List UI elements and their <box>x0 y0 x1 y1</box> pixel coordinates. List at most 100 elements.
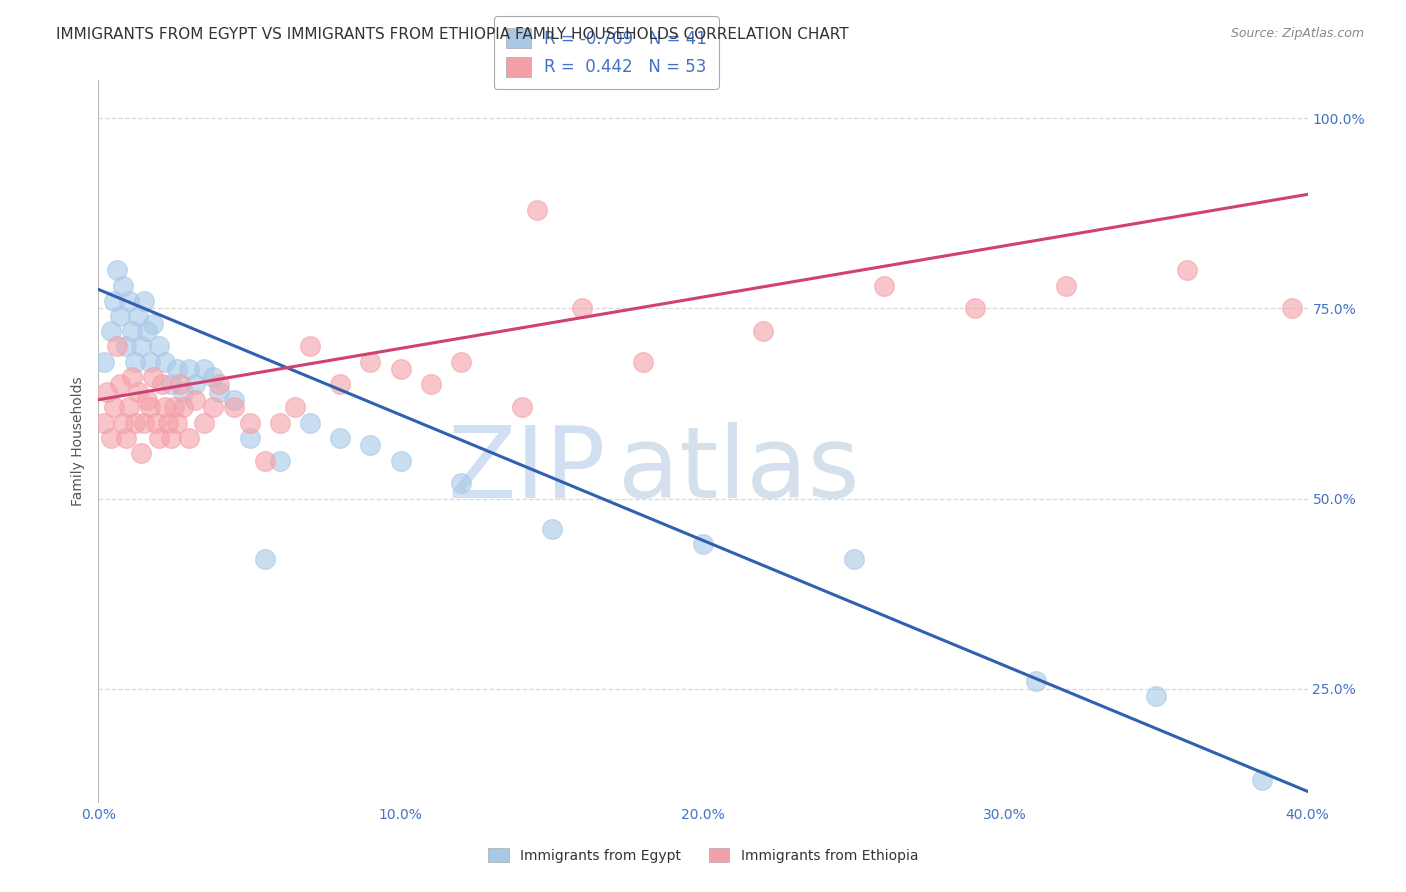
Point <box>118 293 141 308</box>
Point <box>510 401 533 415</box>
Point <box>202 401 225 415</box>
Point <box>389 362 412 376</box>
Point <box>132 293 155 308</box>
Y-axis label: Family Households: Family Households <box>70 376 84 507</box>
Point <box>114 339 136 353</box>
Point <box>253 552 276 566</box>
Point <box>127 385 149 400</box>
Point <box>360 354 382 368</box>
Point <box>450 476 472 491</box>
Point <box>111 416 134 430</box>
Point <box>193 362 215 376</box>
Point <box>526 202 548 217</box>
Point <box>169 377 191 392</box>
Point <box>156 416 179 430</box>
Point <box>150 377 173 392</box>
Text: Source: ZipAtlas.com: Source: ZipAtlas.com <box>1230 27 1364 40</box>
Point <box>1281 301 1303 316</box>
Point <box>93 354 115 368</box>
Point <box>571 301 593 316</box>
Point <box>1144 690 1167 704</box>
Point <box>163 401 186 415</box>
Point <box>139 401 162 415</box>
Point <box>184 392 207 407</box>
Point <box>269 453 291 467</box>
Point <box>172 401 194 415</box>
Point <box>184 377 207 392</box>
Point <box>965 301 987 316</box>
Point <box>160 377 183 392</box>
Point <box>389 453 412 467</box>
Point <box>108 377 131 392</box>
Point <box>253 453 276 467</box>
Point <box>208 385 231 400</box>
Point <box>139 354 162 368</box>
Point <box>166 416 188 430</box>
Point <box>103 401 125 415</box>
Point <box>166 362 188 376</box>
Point <box>148 431 170 445</box>
Point <box>127 309 149 323</box>
Point <box>111 278 134 293</box>
Point <box>132 416 155 430</box>
Point <box>142 370 165 384</box>
Point <box>114 431 136 445</box>
Point <box>540 522 562 536</box>
Point <box>420 377 443 392</box>
Point <box>299 416 322 430</box>
Point <box>179 431 201 445</box>
Point <box>692 537 714 551</box>
Point <box>100 324 122 338</box>
Point <box>105 263 128 277</box>
Point <box>129 339 152 353</box>
Point <box>160 431 183 445</box>
Point <box>1024 674 1046 689</box>
Point <box>108 309 131 323</box>
Point <box>873 278 896 293</box>
Point <box>752 324 775 338</box>
Point <box>450 354 472 368</box>
Point <box>239 431 262 445</box>
Point <box>224 392 246 407</box>
Point <box>103 293 125 308</box>
Point <box>124 416 146 430</box>
Point <box>1251 772 1274 787</box>
Point <box>124 354 146 368</box>
Point <box>105 339 128 353</box>
Point <box>239 416 262 430</box>
Point <box>193 416 215 430</box>
Point <box>153 401 176 415</box>
Point <box>179 362 201 376</box>
Point <box>142 317 165 331</box>
Point <box>100 431 122 445</box>
Point <box>172 385 194 400</box>
Point <box>118 401 141 415</box>
Text: ZIP: ZIP <box>449 422 606 519</box>
Point <box>1175 263 1198 277</box>
Point <box>284 401 307 415</box>
Point <box>121 324 143 338</box>
Point <box>145 416 167 430</box>
Point <box>844 552 866 566</box>
Point <box>96 385 118 400</box>
Point <box>153 354 176 368</box>
Point <box>224 401 246 415</box>
Text: IMMIGRANTS FROM EGYPT VS IMMIGRANTS FROM ETHIOPIA FAMILY HOUSEHOLDS CORRELATION : IMMIGRANTS FROM EGYPT VS IMMIGRANTS FROM… <box>56 27 849 42</box>
Point <box>148 339 170 353</box>
Point <box>329 377 352 392</box>
Point <box>1054 278 1077 293</box>
Point <box>135 324 157 338</box>
Point <box>269 416 291 430</box>
Point <box>631 354 654 368</box>
Point <box>208 377 231 392</box>
Point <box>329 431 352 445</box>
Point <box>135 392 157 407</box>
Legend: Immigrants from Egypt, Immigrants from Ethiopia: Immigrants from Egypt, Immigrants from E… <box>482 842 924 868</box>
Point <box>121 370 143 384</box>
Point <box>299 339 322 353</box>
Text: atlas: atlas <box>619 422 860 519</box>
Point <box>202 370 225 384</box>
Point <box>129 446 152 460</box>
Point <box>93 416 115 430</box>
Point <box>360 438 382 452</box>
